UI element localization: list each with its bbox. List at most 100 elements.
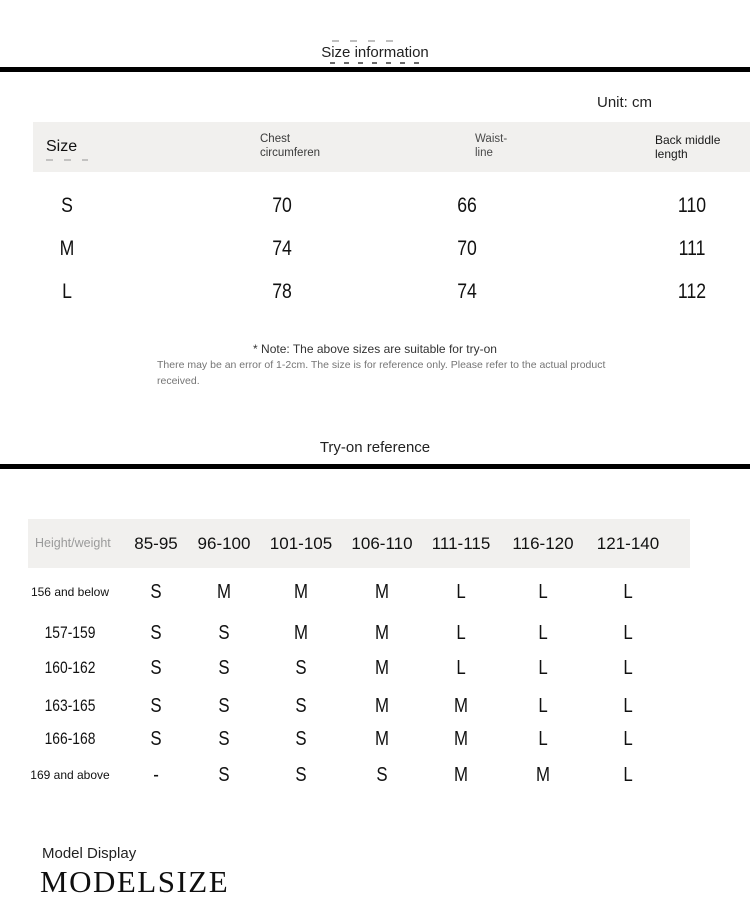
recommended-size: L	[623, 695, 633, 717]
size-table-row-l: L 78 74 112	[0, 276, 750, 308]
recommended-size: L	[538, 581, 548, 603]
recommended-size: S	[218, 695, 230, 717]
recommended-size: M	[293, 622, 309, 644]
weight-column-header: 85-95	[134, 534, 178, 553]
note-title: * Note: The above sizes are suitable for…	[253, 342, 497, 356]
recommended-size: L	[538, 695, 548, 717]
chest-header-line2: circumferen	[260, 147, 321, 159]
recommended-size: S	[295, 764, 307, 786]
recommended-size: L	[538, 728, 548, 750]
page-title: Size information	[321, 44, 429, 61]
height-range-label: 166-168	[44, 730, 96, 748]
recommended-size: M	[453, 728, 469, 750]
watermark-fragment	[332, 40, 402, 42]
waist-header-line1: Waist-	[475, 133, 508, 146]
waist-header-line2: line	[475, 147, 493, 159]
recommended-size: S	[376, 764, 388, 786]
chest-value: 70	[272, 194, 292, 217]
height-range-label: 169 and above	[30, 768, 110, 782]
recommended-size: L	[456, 581, 466, 603]
back-header-line2: length	[655, 147, 688, 161]
height-range-label: 156 and below	[30, 585, 110, 599]
tryon-row: 163-165 S S S M M L L	[28, 691, 690, 721]
waist-column-header: Waist- line	[475, 122, 507, 172]
recommended-size: L	[623, 657, 633, 679]
weight-column-header: 101-105	[269, 534, 333, 553]
recommended-size: M	[374, 622, 390, 644]
size-table-row-s: S 70 66 110	[0, 190, 750, 222]
model-display-label: Model Display	[42, 845, 137, 862]
chest-value: 78	[272, 280, 292, 303]
back-length-value: 111	[678, 237, 706, 260]
recommended-size: L	[538, 622, 548, 644]
recommended-size: S	[150, 695, 162, 717]
watermark-fragment	[46, 159, 88, 161]
recommended-size: M	[374, 581, 390, 603]
size-column-header: Size	[46, 138, 78, 155]
weight-column-header: 96-100	[197, 534, 251, 553]
watermark-fragment	[330, 62, 420, 64]
recommended-size: S	[295, 657, 307, 679]
recommended-size: S	[218, 622, 230, 644]
recommended-size: S	[150, 622, 162, 644]
recommended-size: S	[150, 728, 162, 750]
back-header-line1: Back middle	[655, 132, 721, 147]
model-size-heading: MODELSIZE	[40, 864, 230, 899]
tryon-row: 160-162 S S S M L L L	[28, 653, 690, 683]
recommended-size: -	[153, 764, 159, 786]
recommended-size: L	[623, 728, 633, 750]
unit-label: Unit: cm	[597, 94, 653, 111]
tryon-table-header: Height/weight 85-95 96-100 101-105 106-1…	[28, 519, 690, 568]
recommended-size: L	[623, 622, 633, 644]
back-length-value: 112	[677, 280, 707, 303]
waist-value: 74	[457, 280, 477, 303]
recommended-size: L	[623, 581, 633, 603]
tryon-row: 169 and above - S S S M M L	[28, 760, 690, 790]
size-value: M	[59, 237, 75, 260]
recommended-size: M	[374, 695, 390, 717]
chest-value: 74	[272, 237, 292, 260]
size-value: S	[61, 194, 73, 217]
recommended-size: M	[293, 581, 309, 603]
recommended-size: S	[295, 728, 307, 750]
recommended-size: M	[535, 764, 551, 786]
recommended-size: S	[218, 728, 230, 750]
recommended-size: L	[456, 657, 466, 679]
divider-rule-top	[0, 67, 750, 72]
recommended-size: M	[453, 695, 469, 717]
tryon-row: 157-159 S S M M L L L	[28, 618, 690, 648]
weight-column-header: 111-115	[431, 534, 491, 553]
weight-column-header: 116-120	[512, 534, 574, 553]
tryon-section-title: Try-on reference	[319, 439, 431, 456]
divider-rule-middle	[0, 464, 750, 469]
height-weight-corner-label: Height/weight	[35, 536, 111, 550]
recommended-size: M	[453, 764, 469, 786]
recommended-size: S	[218, 657, 230, 679]
waist-value: 66	[457, 194, 477, 217]
note-body: There may be an error of 1-2cm. The size…	[157, 359, 606, 387]
recommended-size: M	[216, 581, 232, 603]
recommended-size: S	[218, 764, 230, 786]
weight-column-header: 106-110	[351, 534, 413, 553]
recommended-size: M	[374, 728, 390, 750]
weight-column-header: 121-140	[596, 534, 660, 553]
recommended-size: L	[538, 657, 548, 679]
size-table-header: Size Chest circumferen Waist- line Back …	[33, 122, 750, 172]
height-range-label: 163-165	[44, 697, 96, 715]
size-table-row-m: M 74 70 111	[0, 233, 750, 265]
recommended-size: S	[295, 695, 307, 717]
recommended-size: L	[456, 622, 466, 644]
recommended-size: S	[150, 657, 162, 679]
height-range-label: 160-162	[44, 659, 96, 677]
recommended-size: L	[623, 764, 633, 786]
recommended-size: S	[150, 581, 162, 603]
back-length-column-header: Back middle length	[655, 122, 720, 172]
back-length-value: 110	[677, 194, 707, 217]
waist-value: 70	[457, 237, 477, 260]
height-range-label: 157-159	[44, 624, 96, 642]
chest-header-line1: Chest	[260, 133, 291, 146]
recommended-size: M	[374, 657, 390, 679]
size-value: L	[62, 280, 72, 303]
tryon-row: 166-168 S S S M M L L	[28, 724, 690, 754]
